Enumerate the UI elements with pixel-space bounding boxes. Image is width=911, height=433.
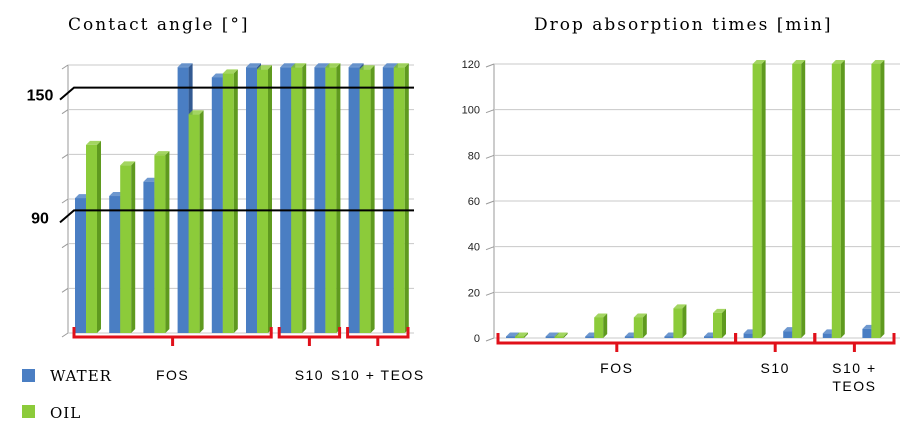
group-bracket-1 [496, 333, 738, 352]
bar-oil-7 [752, 60, 766, 338]
grid-tick [485, 63, 495, 68]
legend-swatch-oil [22, 405, 35, 418]
y-tick-label-40: 40 [468, 242, 480, 254]
grid-tick [485, 337, 495, 342]
group-label-1: FOS [156, 367, 189, 383]
absorption-times-chart: 0 20 40 60 80 100 120 FOS S10 S10 + TEOS [462, 59, 900, 394]
bar-oil-3 [154, 151, 170, 333]
contact-angle-chart: 150 90 FOS S10 S10 + TEOS [27, 63, 425, 383]
chart-title-contact-angle: Contact angle [°] [68, 15, 250, 35]
grid-tick [61, 332, 69, 338]
bar-oil-5 [673, 304, 687, 338]
bar-oil-1 [515, 332, 528, 338]
bar-oil-8 [325, 63, 341, 333]
group-bracket-1 [72, 327, 273, 346]
grid-tick [485, 200, 495, 205]
grid-tick [485, 291, 495, 296]
bar-oil-9 [831, 60, 845, 338]
bar-oil-6 [713, 308, 726, 338]
bar-oil-3 [594, 313, 608, 338]
grid-tick [485, 154, 495, 159]
y-tick-label-0: 0 [474, 333, 480, 345]
threshold-label-90: 90 [31, 210, 49, 227]
bar-oil-10 [393, 63, 409, 333]
bar-oil-10 [871, 60, 885, 338]
chart-title-absorption-times: Drop absorption times [min] [534, 15, 832, 35]
bar-oil-9 [359, 65, 375, 334]
bar-oil-5 [222, 69, 238, 333]
legend-label-water: WATER [50, 367, 112, 385]
y-tick-label-120: 120 [462, 59, 480, 71]
y-tick-label-20: 20 [468, 287, 480, 299]
group-label-3: S10 + TEOS [331, 367, 425, 383]
group-bracket-2 [277, 327, 342, 346]
group-label-3: S10 + TEOS [832, 360, 876, 394]
bar-oil-6 [257, 65, 272, 334]
bar-oil-4 [188, 110, 204, 333]
bar-oil-8 [792, 60, 806, 338]
y-tick-label-100: 100 [462, 105, 480, 117]
legend-label-oil: OIL [50, 404, 81, 422]
y-tick-label-80: 80 [468, 150, 480, 162]
group-bracket-3 [346, 327, 410, 346]
bar-oil-2 [554, 332, 568, 338]
group-label-1: FOS [600, 360, 633, 376]
group-label-2: S10 [760, 360, 789, 376]
bar-oil-1 [86, 140, 101, 333]
threshold-label-150: 150 [27, 88, 54, 105]
grid-tick [61, 153, 69, 159]
grid-tick [61, 243, 69, 249]
grid-tick [485, 109, 495, 114]
bar-oil-7 [291, 63, 307, 333]
y-tick-label-60: 60 [468, 196, 480, 208]
group-bracket-3 [813, 333, 896, 352]
bar-oil-4 [633, 313, 647, 338]
group-label-2: S10 [295, 367, 324, 383]
bar-oil-2 [120, 161, 136, 333]
threshold-line-90 [59, 209, 414, 224]
legend-swatch-water [22, 369, 35, 382]
threshold-line-150 [59, 86, 414, 101]
grid-tick [61, 109, 69, 115]
grid-tick [61, 64, 69, 70]
grid-tick [61, 198, 69, 204]
grid-tick [485, 246, 495, 251]
legend: WATER OIL [22, 367, 112, 422]
grid-tick [61, 287, 69, 293]
